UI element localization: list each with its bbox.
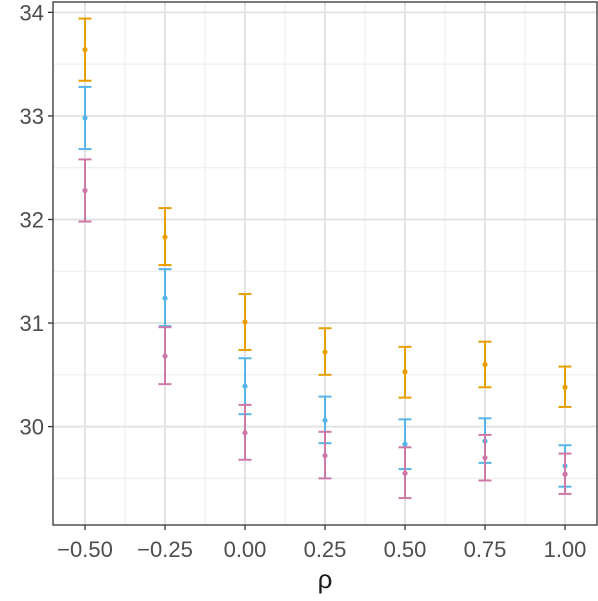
data-point xyxy=(562,471,568,477)
x-axis-title: ρ xyxy=(318,564,333,594)
data-point xyxy=(162,295,168,301)
data-point xyxy=(242,430,248,436)
y-tick-labels: 30 31 32 33 34 xyxy=(20,0,44,439)
data-point xyxy=(482,361,488,368)
data-point xyxy=(162,234,168,240)
x-tick-label: 1.00 xyxy=(544,537,587,562)
series-3 xyxy=(78,158,572,500)
data-point xyxy=(482,455,488,461)
x-tick-label: −0.25 xyxy=(137,537,193,562)
y-tick-label: 31 xyxy=(20,311,44,336)
data-point xyxy=(242,319,248,325)
data-point xyxy=(162,353,168,359)
x-tick-label: −0.50 xyxy=(57,537,113,562)
data-point xyxy=(82,187,88,194)
data-point xyxy=(82,47,88,53)
axis-ticks xyxy=(48,11,566,530)
data-point xyxy=(402,369,408,375)
data-point xyxy=(402,470,408,476)
x-tick-label: 0.25 xyxy=(304,537,347,562)
y-tick-label: 34 xyxy=(20,0,44,25)
data-point xyxy=(242,383,248,389)
x-tick-label: 0.00 xyxy=(224,537,267,562)
x-tick-label: 0.75 xyxy=(464,537,507,562)
y-tick-label: 32 xyxy=(20,207,44,232)
data-point xyxy=(322,417,328,423)
data-point xyxy=(402,441,408,447)
x-tick-labels: −0.50 −0.25 0.00 0.25 0.50 0.75 1.00 xyxy=(57,537,586,562)
y-tick-label: 33 xyxy=(20,104,44,129)
y-tick-label: 30 xyxy=(20,415,44,440)
x-tick-label: 0.50 xyxy=(384,537,427,562)
data-point xyxy=(322,453,328,459)
data-point xyxy=(562,384,568,390)
data-point xyxy=(322,349,328,355)
series-1 xyxy=(78,17,572,408)
data-point xyxy=(82,115,88,121)
series-layer xyxy=(78,17,572,500)
